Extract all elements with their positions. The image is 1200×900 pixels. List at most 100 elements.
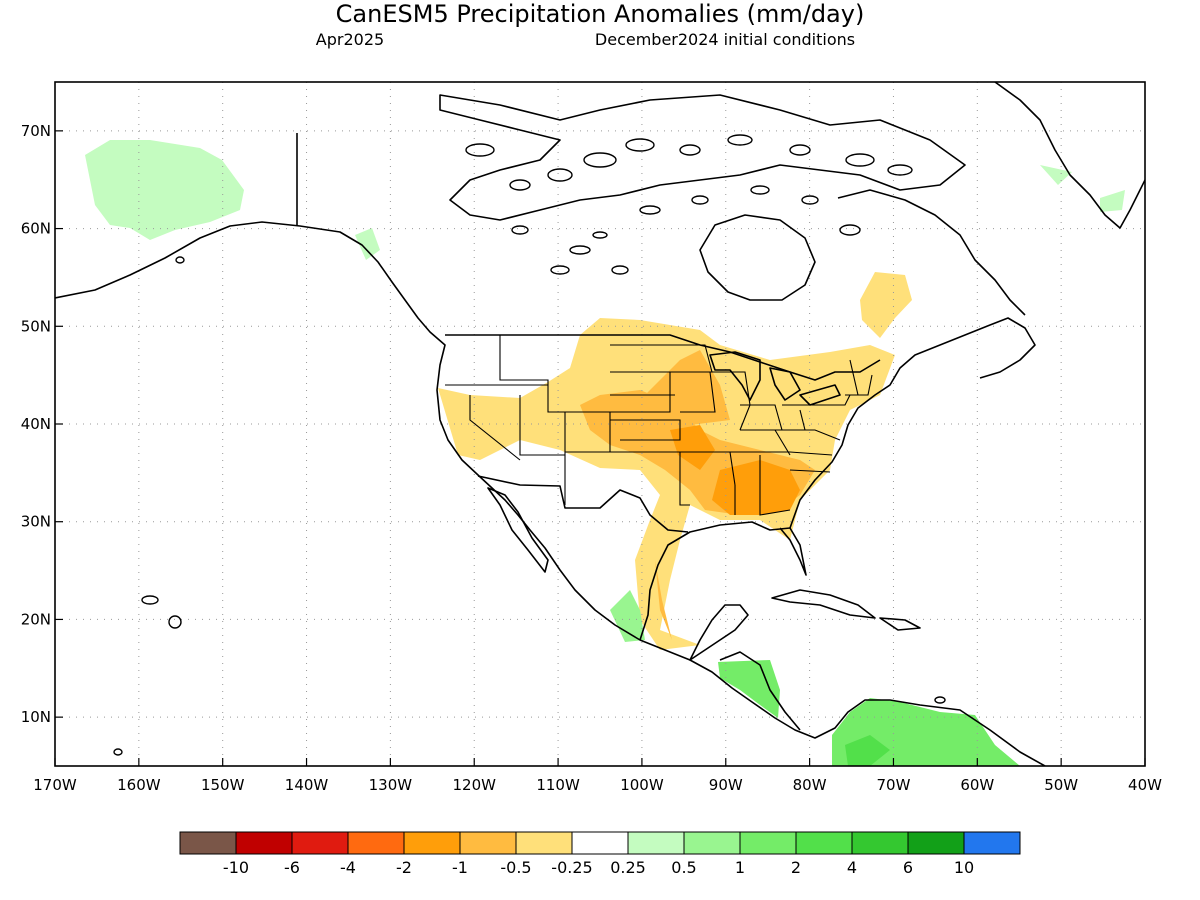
legend-swatch [907,831,965,855]
legend-label: -10 [223,858,249,877]
map-area [55,82,1145,766]
lon-tick-label: 110W [536,776,580,794]
island-outline [789,144,811,156]
lat-tick-label: 40N [21,415,51,433]
greenland [994,82,1145,229]
lon-tick-label: 150W [201,776,245,794]
legend-label: 10 [954,858,974,877]
island-outline [550,265,570,275]
lon-tick-label: 140W [285,776,329,794]
lon-tick-label: 120W [452,776,496,794]
legend-label: 6 [903,858,913,877]
island-outline [569,245,591,255]
legend-label: -2 [396,858,412,877]
island-outline [750,185,770,195]
island-outline [175,256,185,264]
island-outline [801,195,819,205]
cuba [771,589,876,619]
legend-label: 2 [791,858,801,877]
island-outline [934,696,946,704]
lat-tick-label: 60N [21,220,51,238]
legend-label: -0.25 [551,858,592,877]
legend-label: 1 [735,858,745,877]
legend-swatch [963,831,1021,855]
dry-anomaly-regions [438,272,912,650]
island-outline [887,164,913,176]
labrador-coast [837,189,1026,316]
us-canada-border [445,334,881,381]
color-legend: -10 -6 -4 -2 -1 -0.5 -0.25 0.25 0.5 1 2 4 6 10 [179,831,1021,877]
legend-swatch [739,831,797,855]
legend-swatch [851,831,909,855]
state-boundaries [445,335,873,516]
legend-label: 0.25 [610,858,646,877]
legend-label: 4 [847,858,857,877]
coastline-west [55,221,1046,766]
legend-label: -6 [284,858,300,877]
lat-tick-label: 50N [21,317,51,335]
island-outline [639,205,661,215]
lat-tick-label: 10N [21,708,51,726]
wet-anomaly-regions [85,140,1125,766]
legend-swatch [459,831,517,855]
legend-swatch [571,831,629,855]
baja-peninsula [487,487,549,573]
lon-tick-label: 130W [369,776,413,794]
island-outline [113,748,123,756]
lat-tick-label: 20N [21,610,51,628]
lon-tick-label: 40W [1128,776,1162,794]
chart-title: CanESM5 Precipitation Anomalies (mm/day) [336,0,865,28]
legend-swatch [347,831,405,855]
lon-tick-label: 70W [877,776,911,794]
island-outline [679,144,701,156]
us-mexico-border [477,475,689,533]
lat-tick-label: 30N [21,513,51,531]
island-outline [547,168,573,182]
island-outline [611,265,629,275]
coastline-east [789,317,1036,529]
legend-swatch [627,831,685,855]
subtitle-month: Apr2025 [316,30,384,49]
longitude-labels: 170W 160W 150W 140W 130W 120W 110W 100W 90W 80W 70… [33,758,1162,794]
lon-tick-label: 170W [33,776,77,794]
lon-tick-label: 160W [117,776,161,794]
legend-swatch [179,831,237,855]
island-outline [141,595,159,605]
island-outline [583,152,617,168]
lat-tick-label: 70N [21,122,51,140]
lon-tick-label: 100W [620,776,664,794]
legend-label: -1 [452,858,468,877]
legend-swatch [235,831,293,855]
legend-label: -4 [340,858,356,877]
island-outline [465,143,495,157]
legend-swatch [515,831,573,855]
legend-label: 0.5 [671,858,696,877]
hispaniola [879,617,921,631]
arctic-islands [439,94,966,221]
island-outline [511,225,529,235]
island-outline [592,231,608,239]
legend-label: -0.5 [500,858,531,877]
lon-tick-label: 90W [709,776,743,794]
hudson-bay [699,214,816,301]
coastlines-and-borders [55,82,1145,766]
legend-swatch [683,831,741,855]
legend-swatch [403,831,461,855]
great-lakes [709,351,841,406]
island-outline [168,615,182,629]
yucatan [689,604,749,661]
lon-tick-label: 50W [1044,776,1078,794]
legend-swatch [291,831,349,855]
subtitle-init: December2024 initial conditions [595,30,855,49]
lon-tick-label: 80W [793,776,827,794]
lon-tick-label: 60W [960,776,994,794]
arctic-archipelago-outlines [113,134,946,756]
island-outline [727,134,753,146]
legend-swatch [795,831,853,855]
island-outline [691,195,709,205]
island-outline [625,138,655,152]
latitude-labels: 70N 60N 50N 40N 30N 20N 10N [21,122,63,726]
island-outline [845,153,875,167]
coastline-gulf [639,521,807,641]
